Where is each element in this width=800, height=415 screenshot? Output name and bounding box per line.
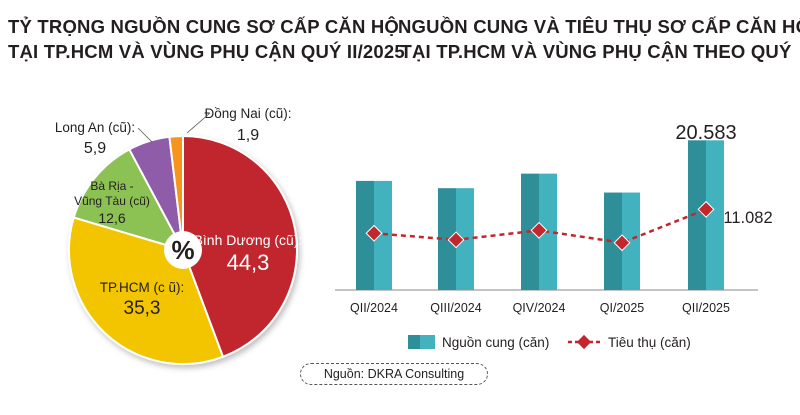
- bar-qi-2025-dark: [604, 192, 622, 290]
- bar-title-line1: NGUỒN CUNG VÀ TIÊU THỤ SƠ CẤP CĂN HỘ: [398, 16, 800, 37]
- absorption-point-qiii-2024: [447, 231, 465, 249]
- slice-label-long-an: Long An (cũ):: [55, 120, 135, 135]
- pie-title-line2: TẠI TP.HCM VÀ VÙNG PHỤ CẬN QUÝ II/2025: [8, 41, 405, 62]
- line-series: [365, 200, 715, 252]
- bar-qiv-2024-dark: [521, 173, 539, 290]
- leader-line-dong-nai: [186, 112, 211, 134]
- slice-label-binh-duong: Bình Dương (cũ):: [194, 232, 303, 248]
- pie-slices: [68, 134, 298, 365]
- bar-qii-2025-dark: [688, 140, 706, 290]
- legend-swatch-bar-dark: [408, 335, 420, 349]
- slice-value-tphcm: 35,3: [124, 298, 161, 319]
- pie-slice-ba-ria-vung-tau: [72, 148, 186, 252]
- line-data-label-last: 11.082: [723, 209, 772, 227]
- percent-unit-label: %: [171, 235, 194, 265]
- bar-qiii-2024-light: [456, 188, 474, 290]
- absorption-point-qii-2025: [697, 200, 715, 218]
- slice-value-dong-nai: 1,9: [237, 127, 259, 144]
- x-tick-label: QI/2025: [600, 301, 645, 315]
- bar-title-line2: TẠI TP.HCM VÀ VÙNG PHỤ CẬN THEO QUÝ: [400, 41, 792, 62]
- slice-label-tphcm: TP.HCM (c ũ):: [100, 280, 185, 295]
- slice-value-ba-ria: 12,6: [98, 210, 125, 226]
- absorption-point-qi-2025: [613, 234, 631, 252]
- legend-label-absorption: Tiêu thụ (căn): [608, 335, 691, 350]
- absorption-point-qiv-2024: [530, 221, 548, 239]
- absorption-line: [373, 208, 707, 245]
- pie-chart: % Bình Dương (cũ): 44,3 TP.HCM (c ũ): 35…: [54, 106, 303, 365]
- pie-slice-binh-duong: [182, 134, 298, 359]
- x-tick-label: QII/2025: [682, 301, 730, 315]
- pie-chart-title: TỶ TRỌNG NGUỒN CUNG SƠ CẤP CĂN HỘ TẠI TP…: [8, 14, 405, 64]
- slice-label-ba-ria-1: Bà Rịa -: [90, 179, 133, 193]
- slice-label-ba-ria-2: Vũng Tàu (cũ): [74, 194, 150, 208]
- bar-series: [356, 140, 724, 290]
- legend-swatch-diamond: [576, 334, 592, 350]
- x-tick-label: QIII/2024: [430, 301, 481, 315]
- bar-qiii-2024-dark: [438, 188, 456, 290]
- legend: Nguồn cung (căn) Tiêu thụ (căn): [408, 334, 691, 350]
- bar-data-label-last: 20.583: [675, 122, 736, 144]
- pie-slice-dong-nai: [168, 134, 184, 251]
- pie-center-circle: [164, 231, 202, 269]
- slice-label-dong-nai: Đồng Nai (cũ):: [204, 106, 291, 121]
- slice-value-long-an: 5,9: [84, 140, 106, 157]
- bar-qii-2025-light: [706, 140, 724, 290]
- pie-title-line1: TỶ TRỌNG NGUỒN CUNG SƠ CẤP CĂN HỘ: [8, 16, 400, 37]
- bar-qi-2025-light: [622, 192, 640, 290]
- legend-swatch-bar-light: [420, 335, 435, 349]
- leader-line-long-an: [137, 127, 153, 143]
- x-tick-labels: QII/2024 QIII/2024 QIV/2024 QI/2025 QII/2025: [350, 301, 730, 315]
- bar-chart-title: NGUỒN CUNG VÀ TIÊU THỤ SƠ CẤP CĂN HỘ TẠI…: [398, 14, 800, 64]
- slice-value-binh-duong: 44,3: [227, 250, 270, 275]
- source-note: Nguồn: DKRA Consulting: [300, 363, 488, 385]
- legend-label-supply: Nguồn cung (căn): [442, 335, 549, 350]
- x-tick-label: QIV/2024: [513, 301, 566, 315]
- bar-qiv-2024-light: [539, 173, 557, 290]
